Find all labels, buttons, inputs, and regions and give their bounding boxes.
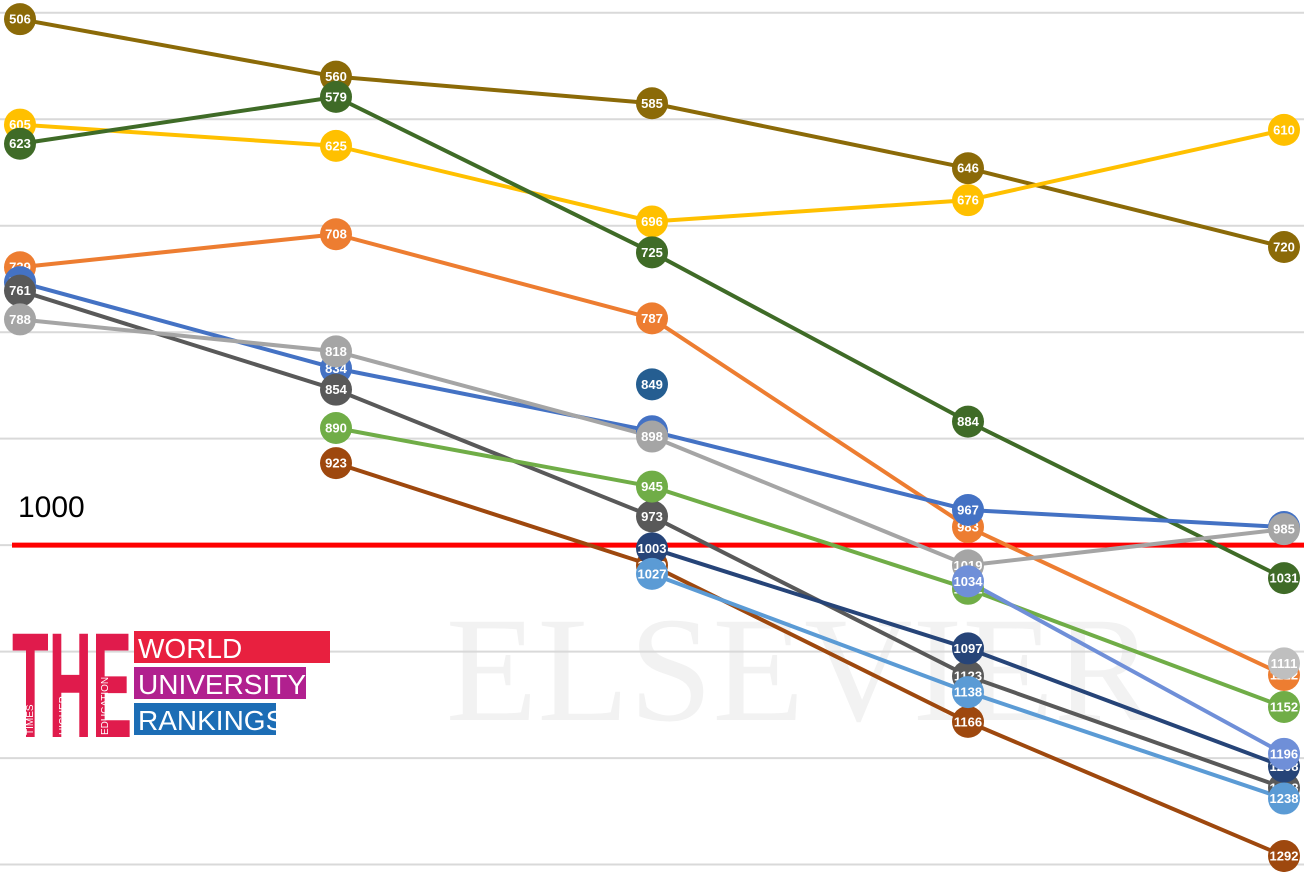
value-label: 708 xyxy=(325,227,347,242)
value-label: 646 xyxy=(957,161,979,176)
value-label: 623 xyxy=(9,136,31,151)
watermark: ELSEVIER xyxy=(446,587,1154,753)
value-label: 625 xyxy=(325,138,347,153)
value-label: 818 xyxy=(325,344,347,359)
value-label: 1034 xyxy=(954,574,984,589)
value-label: 1111 xyxy=(1271,656,1298,671)
value-label: 725 xyxy=(641,245,663,260)
value-label: 585 xyxy=(641,96,663,111)
value-label: 1196 xyxy=(1270,746,1298,761)
value-label: 788 xyxy=(9,312,31,327)
logo-line: RANKINGS xyxy=(138,705,284,736)
value-label: 676 xyxy=(957,193,979,208)
logo-times: TIMES xyxy=(25,704,36,735)
value-label: 720 xyxy=(1273,240,1295,255)
value-label: 1003 xyxy=(638,541,667,556)
value-label: 1138 xyxy=(954,685,982,700)
value-label: 696 xyxy=(641,214,663,229)
logo-line: WORLD xyxy=(138,633,242,664)
value-label: 923 xyxy=(325,456,347,471)
logo: THE TIMES HIGHER EDUCATION WORLD UNIVERS… xyxy=(12,601,330,769)
value-label: 849 xyxy=(641,377,663,392)
value-label: 1238 xyxy=(1270,791,1299,806)
chart: ELSEVIER 1000 50656058564672060562569667… xyxy=(0,0,1304,872)
value-label: 985 xyxy=(1273,522,1295,537)
value-label: 898 xyxy=(641,429,663,444)
value-label: 1292 xyxy=(1270,849,1299,864)
value-label: 1152 xyxy=(1270,699,1298,714)
value-label: 884 xyxy=(957,414,979,429)
logo-letters: THE xyxy=(12,601,132,769)
value-label: 1027 xyxy=(638,566,667,581)
value-label: 967 xyxy=(957,502,979,517)
value-label: 761 xyxy=(9,283,31,298)
value-label: 787 xyxy=(641,311,663,326)
value-label: 973 xyxy=(641,509,663,524)
value-label: 506 xyxy=(9,12,31,27)
value-label: 610 xyxy=(1273,122,1295,137)
value-label: 579 xyxy=(325,89,347,104)
value-label: 854 xyxy=(325,382,347,397)
value-label: 1166 xyxy=(954,714,982,729)
threshold-label: 1000 xyxy=(18,491,85,524)
logo-higher: HIGHER xyxy=(58,696,69,735)
value-label: 890 xyxy=(325,421,347,436)
logo-line: UNIVERSITY xyxy=(138,669,306,700)
value-label: 1031 xyxy=(1270,571,1299,586)
value-label: 945 xyxy=(641,479,663,494)
value-label: 1097 xyxy=(954,641,983,656)
logo-education: EDUCATION xyxy=(100,677,111,735)
